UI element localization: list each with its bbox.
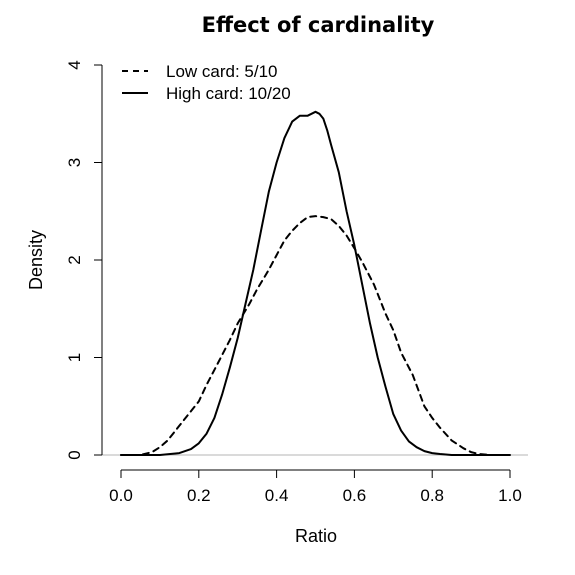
y-tick-label: 2 — [65, 255, 84, 264]
x-tick-label: 1.0 — [498, 486, 522, 505]
x-tick-label: 0.8 — [420, 486, 444, 505]
series-line-low-card — [120, 215, 511, 456]
y-tick-label: 1 — [65, 353, 84, 362]
x-axis-label: Ratio — [295, 526, 337, 546]
x-axis-ticks: 0.0 0.2 0.4 0.6 0.8 1.0 — [109, 470, 522, 505]
legend-label-high-card: High card: 10/20 — [166, 84, 291, 103]
legend: Low card: 5/10 High card: 10/20 — [122, 62, 291, 103]
x-tick-label: 0.2 — [187, 486, 211, 505]
chart-title: Effect of cardinality — [202, 13, 435, 37]
y-axis-label: Density — [26, 230, 46, 290]
series-line-high-card — [120, 110, 511, 456]
legend-label-low-card: Low card: 5/10 — [166, 62, 278, 81]
y-tick-label: 3 — [65, 158, 84, 167]
x-tick-label: 0.4 — [265, 486, 289, 505]
x-tick-label: 0.6 — [343, 486, 367, 505]
series-layer — [120, 110, 511, 456]
x-tick-label: 0.0 — [109, 486, 133, 505]
y-tick-label: 0 — [65, 450, 84, 459]
y-tick-label: 4 — [65, 60, 84, 69]
y-axis-ticks: 0 1 2 3 4 — [65, 60, 102, 460]
